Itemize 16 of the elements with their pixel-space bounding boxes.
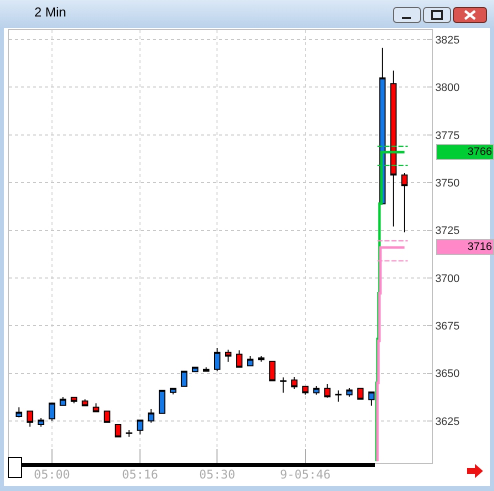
y-tick-label: 3625 [435,416,460,428]
y-tick-label: 3700 [435,272,460,285]
x-tick-label: 9-05:46 [280,467,331,482]
y-tick-label: 3800 [435,82,460,94]
x-tick-label: 05:00 [34,467,70,482]
chart-title: 2 Min [34,4,66,20]
text: 3766 [468,146,492,158]
text: 3716 [468,241,492,253]
y-tick-label: 3675 [435,320,460,333]
y-tick-label: 3750 [435,177,460,190]
y-tick-label: 3650 [435,368,460,380]
y-tick-label: 3725 [435,225,460,238]
x-tick-label: 05:16 [122,467,158,482]
x-tick-label: 05:30 [199,467,236,482]
y-tick-label: 3825 [435,34,460,46]
y-tick-label: 3775 [435,130,460,142]
